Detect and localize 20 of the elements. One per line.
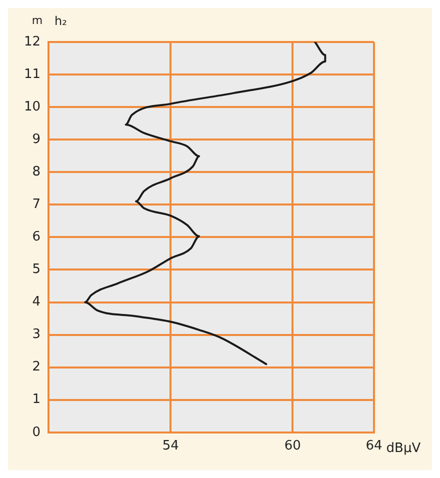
x-tick-label: 64 bbox=[366, 438, 382, 454]
y-tick-label: 0 bbox=[32, 424, 41, 440]
y-tick-label: 4 bbox=[32, 294, 41, 310]
line-series bbox=[84, 42, 326, 366]
y-tick-label: 7 bbox=[32, 197, 41, 212]
y-tick-label: 5 bbox=[32, 262, 41, 278]
y-tick-label: 11 bbox=[24, 66, 41, 82]
y-tick-label: 10 bbox=[24, 99, 41, 114]
x-axis-title: dBµV bbox=[386, 440, 421, 456]
text: m bbox=[32, 14, 43, 27]
y-axis-title: h₂ bbox=[54, 14, 68, 28]
y-tick-label: 8 bbox=[32, 164, 41, 180]
y-tick-label: 2 bbox=[32, 360, 41, 375]
y-tick-label: 1 bbox=[32, 392, 41, 408]
y-tick-label: 12 bbox=[24, 34, 41, 50]
y-tick-label: 6 bbox=[32, 230, 41, 245]
x-tick-label: 60 bbox=[284, 438, 301, 454]
y-tick-label: 9 bbox=[32, 132, 41, 147]
x-tick-label: 54 bbox=[162, 438, 179, 454]
y-tick-label: 3 bbox=[32, 327, 41, 342]
